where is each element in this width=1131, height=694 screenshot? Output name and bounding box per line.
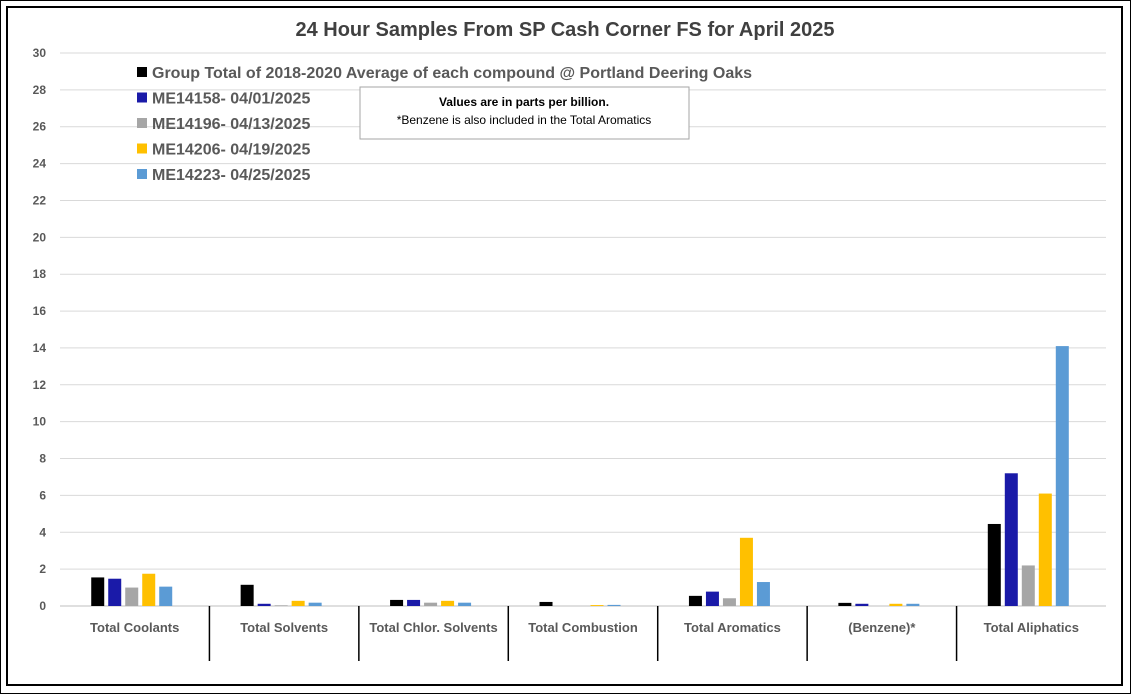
bar bbox=[607, 604, 621, 606]
legend-label: ME14223- 04/25/2025 bbox=[152, 167, 310, 184]
y-tick-label: 22 bbox=[33, 193, 47, 207]
legend-swatch bbox=[137, 169, 147, 179]
x-tick-label: Total Chlor. Solvents bbox=[369, 620, 497, 635]
bar bbox=[688, 595, 702, 606]
y-tick-label: 2 bbox=[39, 562, 46, 576]
chart-title: 24 Hour Samples From SP Cash Corner FS f… bbox=[295, 19, 834, 41]
bar bbox=[424, 602, 438, 606]
legend-swatch bbox=[137, 92, 147, 103]
legend-label: ME14206- 04/19/2025 bbox=[152, 142, 310, 159]
bar bbox=[1004, 473, 1018, 606]
y-tick-label: 10 bbox=[33, 415, 47, 429]
y-tick-label: 20 bbox=[33, 230, 47, 244]
annotation-line-1: Values are in parts per billion. bbox=[439, 95, 609, 109]
bar bbox=[906, 603, 920, 606]
chart-border bbox=[6, 6, 1123, 686]
bar bbox=[159, 586, 173, 606]
bar bbox=[756, 582, 770, 606]
legend-label: ME14158- 04/01/2025 bbox=[152, 91, 310, 108]
y-tick-label: 4 bbox=[39, 525, 46, 539]
x-tick-label: Total Solvents bbox=[240, 620, 328, 635]
bar bbox=[739, 537, 753, 606]
bar bbox=[1021, 565, 1035, 606]
x-tick-label: Total Combustion bbox=[528, 620, 638, 635]
bar bbox=[441, 600, 455, 606]
y-tick-label: 24 bbox=[33, 157, 47, 171]
bar bbox=[1038, 493, 1052, 606]
y-tick-label: 8 bbox=[39, 452, 46, 466]
bar bbox=[838, 602, 852, 606]
legend-swatch bbox=[137, 118, 147, 128]
y-tick-label: 14 bbox=[33, 341, 47, 355]
legend-label: Group Total of 2018-2020 Average of each… bbox=[152, 65, 752, 82]
bar bbox=[590, 605, 604, 606]
bar bbox=[257, 603, 271, 606]
bar bbox=[91, 577, 105, 606]
bars bbox=[91, 346, 1069, 606]
gridlines bbox=[60, 52, 1106, 607]
x-tick-label: (Benzene)* bbox=[848, 620, 916, 635]
x-axis: Total Coolants Total Solvents Total Chlor.… bbox=[90, 606, 1079, 661]
bar bbox=[108, 578, 122, 606]
bar bbox=[274, 605, 288, 606]
x-tick-label: Total Coolants bbox=[90, 620, 179, 635]
bar bbox=[855, 603, 869, 606]
y-tick-label: 12 bbox=[33, 378, 47, 392]
y-tick-label: 16 bbox=[33, 304, 47, 318]
bar bbox=[125, 587, 139, 606]
bar bbox=[722, 598, 736, 606]
annotation-line-2: *Benzene is also included in the Total A… bbox=[397, 113, 652, 127]
bar bbox=[889, 603, 903, 606]
bar bbox=[987, 523, 1001, 606]
bar bbox=[308, 602, 322, 606]
bar bbox=[407, 599, 421, 606]
legend-swatch bbox=[137, 67, 147, 77]
bar bbox=[291, 600, 305, 606]
bar bbox=[390, 599, 404, 606]
y-tick-label: 28 bbox=[33, 83, 47, 97]
y-tick-label: 30 bbox=[33, 46, 47, 60]
y-tick-label: 6 bbox=[39, 488, 46, 502]
x-tick-label: Total Aliphatics bbox=[984, 620, 1079, 635]
x-tick-label: Total Aromatics bbox=[684, 620, 781, 635]
bar bbox=[458, 602, 472, 606]
bar bbox=[1055, 346, 1069, 606]
y-tick-label: 0 bbox=[39, 599, 46, 613]
legend-swatch bbox=[137, 143, 147, 154]
legend-label: ME14196- 04/13/2025 bbox=[152, 116, 310, 133]
bar bbox=[705, 591, 719, 606]
y-tick-label: 18 bbox=[33, 267, 47, 281]
annotation-box: Values are in parts per billion. *Benzen… bbox=[359, 86, 690, 140]
y-tick-label: 26 bbox=[33, 120, 47, 134]
bar bbox=[539, 601, 553, 606]
legend: Group Total of 2018-2020 Average of each… bbox=[137, 65, 752, 184]
bar bbox=[240, 584, 254, 606]
bar bbox=[142, 573, 156, 606]
